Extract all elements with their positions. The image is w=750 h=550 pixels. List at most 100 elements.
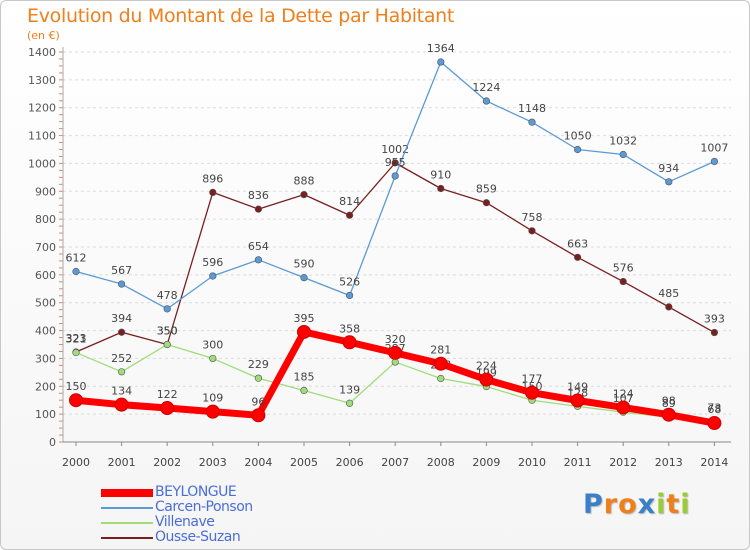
data-point-ousse-suzan-2012 — [619, 277, 627, 286]
y-tick-label-1200: 1200 — [28, 102, 56, 115]
data-label-carcen-ponson-2009: 1224 — [472, 81, 500, 94]
y-tick-label-600: 600 — [35, 269, 56, 282]
x-tick-label-2009: 2009 — [472, 456, 500, 469]
data-label-beylongue-2003: 109 — [202, 392, 223, 405]
x-tick-label-2004: 2004 — [244, 456, 272, 469]
data-label-ousse-suzan-2001: 394 — [111, 312, 132, 325]
logo-letter: i — [656, 489, 667, 520]
logo-letter: r — [603, 489, 619, 520]
x-tick-label-2013: 2013 — [655, 456, 683, 469]
data-label-beylongue-2000: 150 — [66, 380, 87, 393]
data-point-carcen-ponson-2005 — [300, 274, 308, 282]
data-point-villenave-2001 — [117, 368, 126, 376]
data-label-ousse-suzan-2013: 485 — [658, 287, 679, 300]
data-label-carcen-ponson-2008: 1364 — [427, 42, 455, 55]
data-point-ousse-suzan-2008 — [437, 184, 445, 193]
data-point-carcen-ponson-2000 — [72, 267, 80, 276]
y-tick-label-1400: 1400 — [28, 46, 56, 59]
legend-label-ousse-suzan: Ousse-Suzan — [155, 529, 241, 545]
data-label-carcen-ponson-2004: 654 — [248, 240, 269, 253]
legend-label-villenave: Villenave — [155, 514, 215, 530]
legend-swatch-carcen-ponson — [101, 507, 153, 509]
data-point-carcen-ponson-2009 — [482, 97, 491, 105]
legend-swatch-villenave — [101, 522, 153, 524]
logo-letter: x — [637, 489, 657, 520]
data-point-carcen-ponson-2010 — [528, 118, 536, 126]
data-point-beylongue-2013 — [661, 407, 676, 422]
data-point-beylongue-2006 — [342, 335, 357, 350]
data-label-villenave-2014: 73 — [707, 402, 721, 415]
data-point-beylongue-2004 — [251, 408, 266, 423]
data-label-beylongue-2014: 68 — [707, 403, 721, 416]
data-point-beylongue-2003 — [205, 404, 220, 419]
data-label-villenave-2002: 350 — [157, 325, 178, 338]
data-label-carcen-ponson-2003: 596 — [202, 256, 223, 269]
data-label-beylongue-2005: 395 — [294, 312, 315, 325]
data-point-beylongue-2012 — [616, 400, 631, 415]
data-point-villenave-2000 — [72, 348, 80, 357]
x-tick-label-2014: 2014 — [700, 456, 728, 469]
y-tick-label-300: 300 — [35, 352, 56, 365]
data-label-beylongue-2013: 98 — [662, 395, 676, 408]
data-point-villenave-2002 — [163, 340, 171, 349]
data-label-villenave-2013: 89 — [662, 397, 676, 410]
data-point-beylongue-2007 — [388, 345, 403, 360]
legend-swatch-beylongue — [101, 489, 153, 497]
data-point-carcen-ponson-2007 — [391, 172, 399, 180]
y-tick-label-400: 400 — [35, 325, 56, 338]
data-point-ousse-suzan-2014 — [710, 328, 719, 337]
data-point-ousse-suzan-2004 — [254, 205, 262, 213]
y-tick-label-800: 800 — [35, 213, 56, 226]
data-label-ousse-suzan-2012: 576 — [613, 262, 634, 275]
logo-letter: o — [618, 489, 638, 520]
y-tick-label-1300: 1300 — [28, 74, 56, 87]
data-label-carcen-ponson-2011: 1050 — [564, 130, 592, 143]
data-label-carcen-ponson-2000: 612 — [66, 252, 87, 265]
y-tick-label-900: 900 — [35, 185, 56, 198]
logo-letter: t — [666, 489, 681, 520]
data-point-beylongue-2001 — [114, 397, 129, 412]
logo-letter: P — [583, 489, 604, 520]
data-label-villenave-2001: 252 — [111, 352, 132, 365]
x-tick-label-2012: 2012 — [609, 456, 637, 469]
data-label-carcen-ponson-2012: 1032 — [609, 135, 637, 148]
data-point-carcen-ponson-2003 — [209, 272, 217, 280]
data-point-beylongue-2005 — [297, 324, 311, 339]
data-point-carcen-ponson-2001 — [117, 280, 126, 288]
data-label-ousse-suzan-2010: 758 — [522, 211, 543, 224]
data-label-beylongue-2009: 224 — [476, 360, 497, 373]
data-point-carcen-ponson-2008 — [437, 58, 445, 66]
data-point-villenave-2008 — [437, 374, 445, 383]
data-label-ousse-suzan-2007: 1002 — [381, 143, 409, 156]
data-point-carcen-ponson-2004 — [254, 256, 262, 264]
data-label-carcen-ponson-2013: 934 — [658, 162, 679, 175]
data-point-ousse-suzan-2010 — [528, 227, 536, 235]
data-point-ousse-suzan-2009 — [482, 199, 491, 207]
x-tick-label-2005: 2005 — [290, 456, 318, 469]
data-point-ousse-suzan-2013 — [665, 303, 673, 311]
y-tick-label-200: 200 — [35, 380, 56, 393]
data-point-ousse-suzan-2003 — [209, 188, 217, 196]
data-point-ousse-suzan-2011 — [573, 253, 582, 261]
data-label-carcen-ponson-2007: 955 — [385, 156, 406, 169]
x-tick-label-2006: 2006 — [336, 456, 364, 469]
data-label-beylongue-2002: 122 — [157, 388, 178, 401]
data-point-ousse-suzan-2005 — [300, 191, 308, 199]
data-label-ousse-suzan-2014: 393 — [704, 313, 725, 326]
data-label-ousse-suzan-2011: 663 — [567, 237, 588, 250]
data-point-villenave-2006 — [346, 399, 354, 407]
x-tick-label-2011: 2011 — [564, 456, 592, 469]
data-label-beylongue-2010: 177 — [522, 373, 543, 386]
data-point-villenave-2005 — [300, 386, 308, 395]
data-point-villenave-2003 — [209, 354, 217, 363]
x-tick-label-2007: 2007 — [381, 456, 409, 469]
x-tick-label-2002: 2002 — [153, 456, 181, 469]
data-label-beylongue-2004: 96 — [251, 395, 265, 408]
data-label-ousse-suzan-2002: 350 — [157, 325, 178, 338]
y-tick-label-500: 500 — [35, 297, 56, 310]
y-tick-label-700: 700 — [35, 241, 56, 254]
data-point-beylongue-2011 — [570, 393, 585, 408]
data-point-ousse-suzan-2001 — [117, 328, 126, 336]
